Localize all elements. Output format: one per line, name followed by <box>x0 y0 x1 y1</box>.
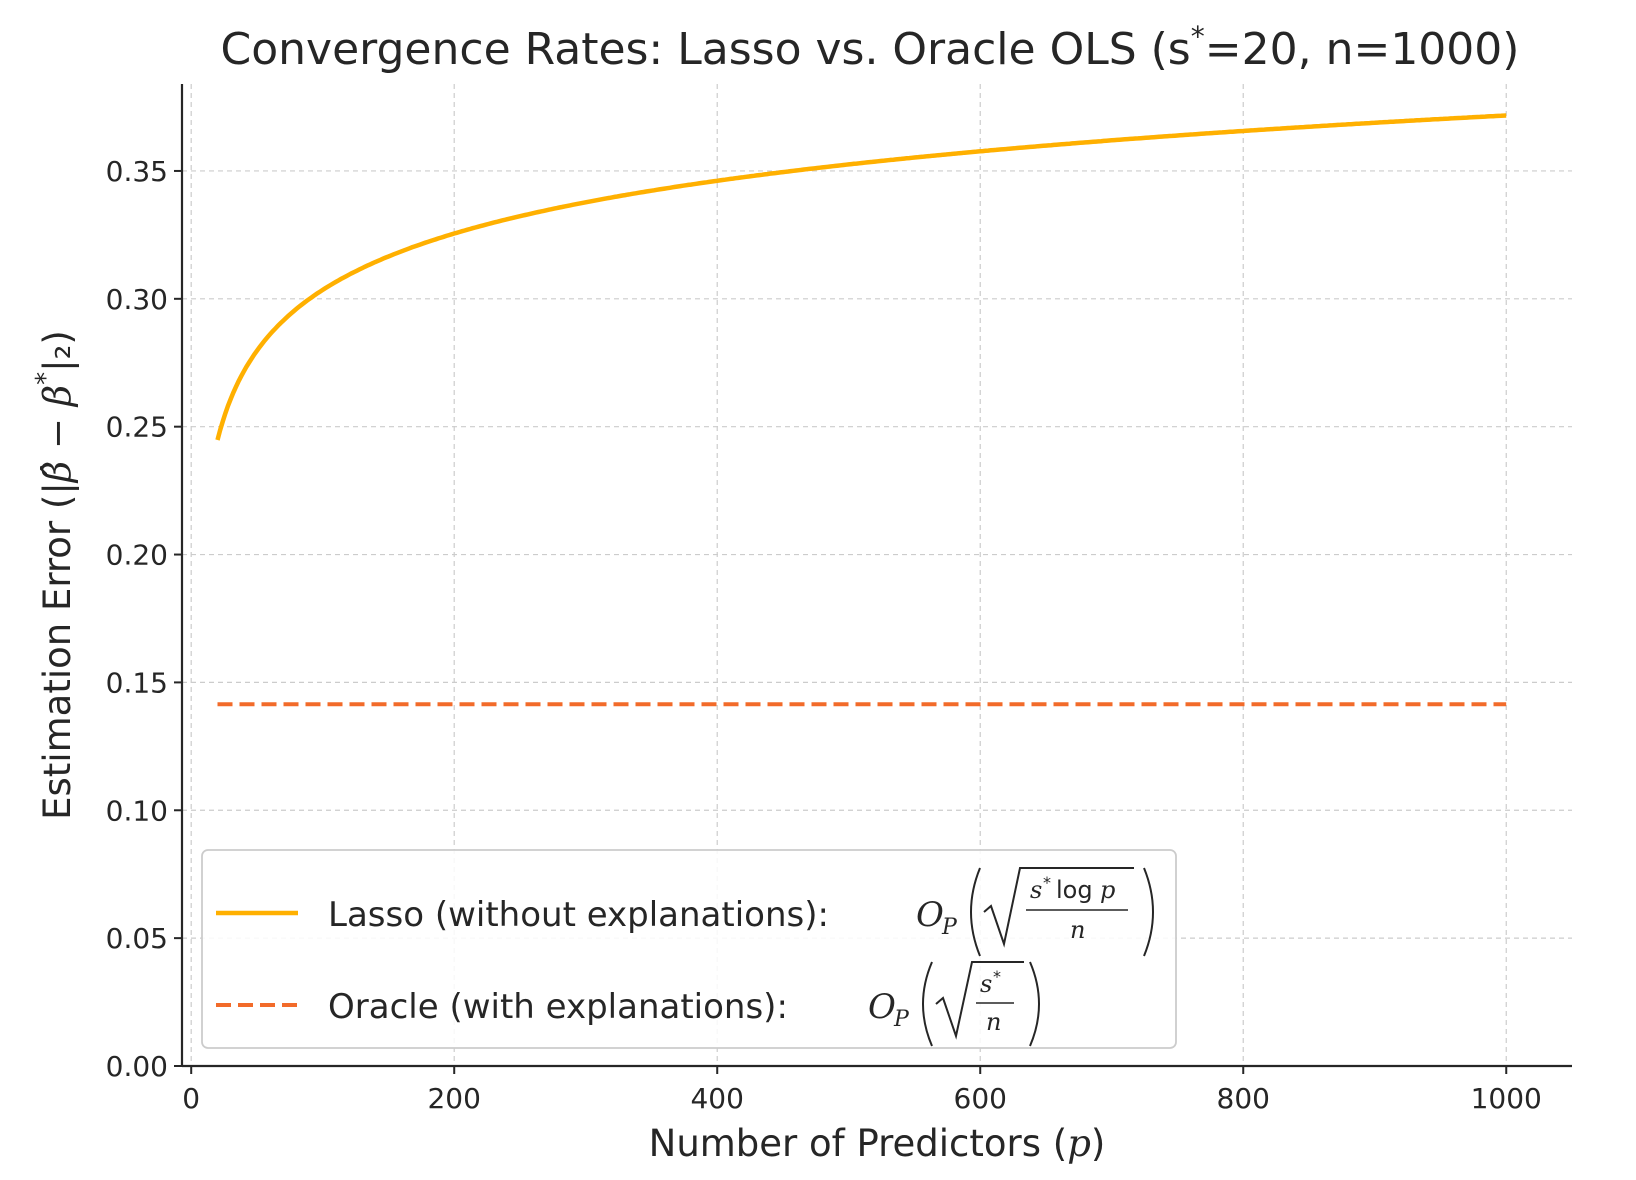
formula-num-sup-oracle: * <box>993 967 1001 986</box>
y-axis-label-sup: * <box>31 372 61 385</box>
ticks: 0 200 400 600 800 1000 0.00 0.05 0.10 0.15 0.20 0.2… <box>106 155 1542 1115</box>
chart-title-prefix: Convergence Rates: Lasso vs. Oracle OLS … <box>221 24 1191 75</box>
formula-op-sub-oracle: P <box>893 1007 910 1032</box>
formula-num-sup-lasso: * <box>1043 873 1051 892</box>
y-axis-label-prefix: Estimation Error (| <box>36 482 79 820</box>
formula-num-s-lasso: s <box>1030 876 1042 904</box>
y-tick-label: 0.10 <box>106 794 168 827</box>
formula-op-oracle: O <box>868 987 896 1027</box>
formula-num-p-lasso: p <box>1100 876 1115 904</box>
legend-label-lasso: Lasso (without explanations): <box>328 895 829 935</box>
series-group <box>215 113 1507 707</box>
formula-sqrt-lasso <box>983 867 1134 948</box>
legend-formula-lasso: O P s * log p n <box>916 867 1154 957</box>
x-tick-label: 800 <box>1217 1082 1270 1115</box>
formula-rparen-lasso <box>1143 867 1154 957</box>
y-axis-label-suffix: |₂) <box>36 330 79 372</box>
formula-den-n-oracle: n <box>986 1008 1001 1036</box>
formula-op-lasso: O <box>916 895 944 935</box>
x-tick-label: 1000 <box>1471 1082 1542 1115</box>
x-axis-label: Number of Predictors (p) <box>649 1122 1106 1165</box>
y-tick-label: 0.35 <box>106 155 168 188</box>
y-tick-label: 0.25 <box>106 411 168 444</box>
formula-rparen-oracle <box>1029 961 1040 1047</box>
x-tick-label: 0 <box>182 1082 200 1115</box>
formula-den-n-lasso: n <box>1070 916 1085 944</box>
x-tick-label: 200 <box>427 1082 480 1115</box>
y-tick-label: 0.20 <box>106 539 168 572</box>
series-line-lasso <box>215 113 1507 441</box>
chart-title: Convergence Rates: Lasso vs. Oracle OLS … <box>221 20 1520 75</box>
y-axis-label-var: β̂ − β <box>36 385 79 484</box>
chart-title-sup: * <box>1191 20 1205 53</box>
y-axis-label: Estimation Error (|β̂ − β*|₂) <box>31 330 79 820</box>
legend-box <box>201 849 1177 1049</box>
x-axis-label-var: p <box>1067 1122 1091 1165</box>
x-tick-label: 400 <box>690 1082 743 1115</box>
x-axis-label-suffix: ) <box>1091 1122 1105 1165</box>
chart-title-suffix: =20, n=1000) <box>1205 24 1520 75</box>
y-tick-label: 0.05 <box>106 922 168 955</box>
formula-lparen-lasso <box>970 867 981 957</box>
formula-sqrt-oracle <box>935 961 1024 1040</box>
x-axis-label-prefix: Number of Predictors ( <box>649 1122 1068 1165</box>
legend-formula-oracle: O P s * n <box>868 961 1040 1047</box>
legend: Lasso (without explanations): O P s * lo… <box>201 849 1177 1049</box>
legend-label-oracle: Oracle (with explanations): <box>328 987 788 1027</box>
x-tick-label: 600 <box>954 1082 1007 1115</box>
y-tick-label: 0.15 <box>106 666 168 699</box>
formula-lparen-oracle <box>922 961 933 1047</box>
axes <box>180 84 1572 1068</box>
y-tick-label: 0.30 <box>106 283 168 316</box>
formula-num-s-oracle: s <box>980 970 992 998</box>
formula-op-sub-lasso: P <box>941 915 958 940</box>
formula-num-log-lasso: log <box>1056 876 1093 904</box>
y-tick-label: 0.00 <box>106 1050 168 1083</box>
